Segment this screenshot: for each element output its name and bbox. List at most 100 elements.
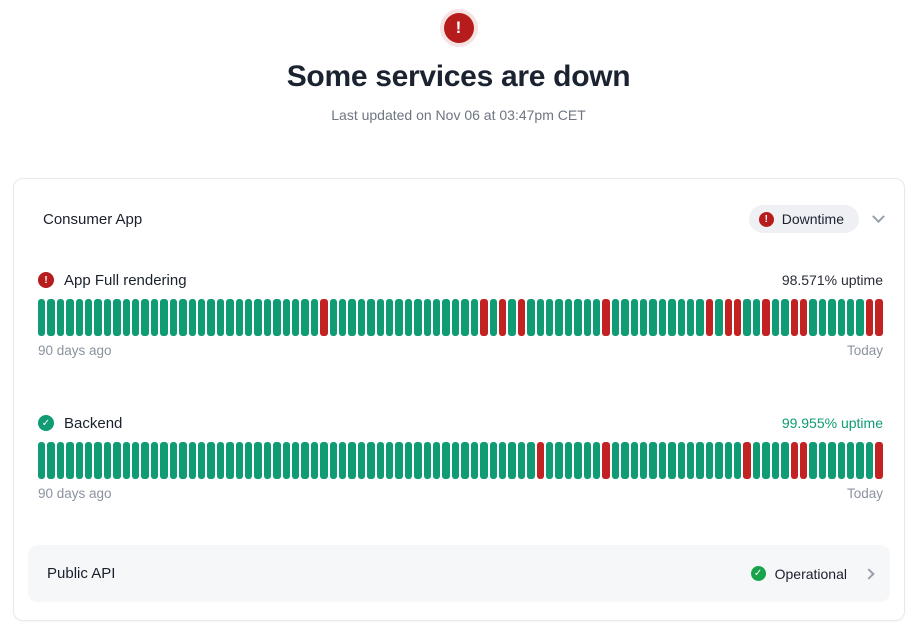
service-name: App Full rendering <box>64 271 187 289</box>
range-end-label: Today <box>846 486 883 501</box>
uptime-bar-day <box>517 442 526 479</box>
uptime-bar-day <box>169 442 178 479</box>
uptime-bar-day <box>555 442 563 479</box>
uptime-bar-day <box>480 299 488 336</box>
uptime-bar-day <box>790 299 798 336</box>
chevron-down-icon[interactable] <box>872 209 885 223</box>
downtime-badge-label: Downtime <box>781 211 844 227</box>
uptime-bar-day <box>583 299 591 336</box>
uptime-bar-chart <box>38 299 883 336</box>
uptime-percentage: 99.955% uptime <box>781 415 883 431</box>
uptime-bar-day <box>846 442 855 479</box>
uptime-bar-day <box>545 442 554 479</box>
uptime-bar-day <box>66 442 74 479</box>
uptime-bar-day <box>781 442 789 479</box>
alert-icon: ! <box>758 211 774 227</box>
uptime-bar-day <box>743 442 751 479</box>
uptime-bar-day <box>263 442 272 479</box>
uptime-bar-day <box>621 442 629 479</box>
uptime-bar-day <box>687 442 695 479</box>
uptime-bar-day <box>216 299 225 336</box>
uptime-bar-day <box>329 442 337 479</box>
uptime-bar-day <box>658 442 667 479</box>
uptime-bar-day <box>480 442 488 479</box>
uptime-bar-day <box>66 299 74 336</box>
check-icon: ✓ <box>750 566 766 581</box>
uptime-bar-day <box>536 442 544 479</box>
page-title: Some services are down <box>286 60 631 93</box>
uptime-bar-day <box>564 299 573 336</box>
uptime-bar-day <box>122 442 131 479</box>
uptime-bar-day <box>301 299 309 336</box>
uptime-bar-day <box>818 299 827 336</box>
status-card: Consumer App ! Downtime ! App Full rende… <box>13 178 905 621</box>
uptime-bar-day <box>94 299 102 336</box>
uptime-bar-day <box>762 442 770 479</box>
uptime-bar-day <box>75 299 84 336</box>
uptime-bar-day <box>132 442 140 479</box>
uptime-bar-day <box>320 442 328 479</box>
uptime-bar-day <box>329 299 337 336</box>
uptime-bar-day <box>244 442 253 479</box>
uptime-bar-day <box>574 442 582 479</box>
uptime-bar-day <box>414 442 422 479</box>
uptime-bar-day <box>856 442 864 479</box>
alert-icon: ! <box>443 13 474 43</box>
uptime-bar-day <box>799 442 808 479</box>
alert-icon: ! <box>38 272 54 288</box>
uptime-bar-day <box>197 442 206 479</box>
uptime-bar-day <box>160 442 168 479</box>
uptime-bar-day <box>56 299 65 336</box>
uptime-bar-day <box>56 442 65 479</box>
uptime-bar-day <box>771 442 780 479</box>
uptime-bar-day <box>771 299 780 336</box>
uptime-bar-day <box>696 299 704 336</box>
uptime-bar-day <box>677 299 686 336</box>
uptime-bar-day <box>470 442 479 479</box>
uptime-bar-day <box>611 442 620 479</box>
uptime-bar-day <box>489 299 497 336</box>
uptime-bar-day <box>734 442 742 479</box>
uptime-bar-day <box>386 299 394 336</box>
uptime-bar-day <box>649 442 657 479</box>
uptime-bar-day <box>310 442 319 479</box>
uptime-bar-day <box>781 299 789 336</box>
uptime-bar-day <box>809 442 817 479</box>
uptime-bar-day <box>818 442 827 479</box>
uptime-bar-day <box>254 442 262 479</box>
chevron-right-icon[interactable] <box>863 567 875 580</box>
uptime-bar-day <box>282 299 290 336</box>
uptime-bar-day <box>207 299 215 336</box>
uptime-bar-day <box>188 442 196 479</box>
uptime-bar-day <box>357 299 366 336</box>
uptime-bar-day <box>122 299 131 336</box>
uptime-bar-day <box>94 442 102 479</box>
uptime-bar-day <box>555 299 563 336</box>
uptime-bar-day <box>508 299 516 336</box>
uptime-bar-day <box>38 299 46 336</box>
uptime-bar-day <box>846 299 855 336</box>
uptime-bar-day <box>762 299 770 336</box>
uptime-bar-day <box>433 299 441 336</box>
uptime-bar-day <box>508 442 516 479</box>
uptime-bar-day <box>132 299 140 336</box>
uptime-bar-day <box>451 442 460 479</box>
uptime-bar-day <box>442 442 450 479</box>
uptime-bar-day <box>687 299 695 336</box>
service-row: ! App Full rendering 98.571% uptime 90 d… <box>38 269 883 358</box>
uptime-bar-day <box>348 299 356 336</box>
uptime-bar-day <box>244 299 253 336</box>
uptime-bar-day <box>602 299 610 336</box>
uptime-bar-day <box>141 442 149 479</box>
uptime-bar-day <box>734 299 742 336</box>
uptime-bar-day <box>865 442 874 479</box>
uptime-bar-day <box>226 299 234 336</box>
uptime-bar-day <box>668 442 676 479</box>
uptime-bar-day <box>799 299 808 336</box>
uptime-bar-day <box>837 299 845 336</box>
uptime-bar-day <box>263 299 272 336</box>
downtime-badge[interactable]: ! Downtime <box>748 205 859 233</box>
uptime-bar-day <box>752 442 761 479</box>
uptime-bar-day <box>47 442 55 479</box>
public-api-group-row[interactable]: Public API ✓ Operational <box>28 545 890 602</box>
